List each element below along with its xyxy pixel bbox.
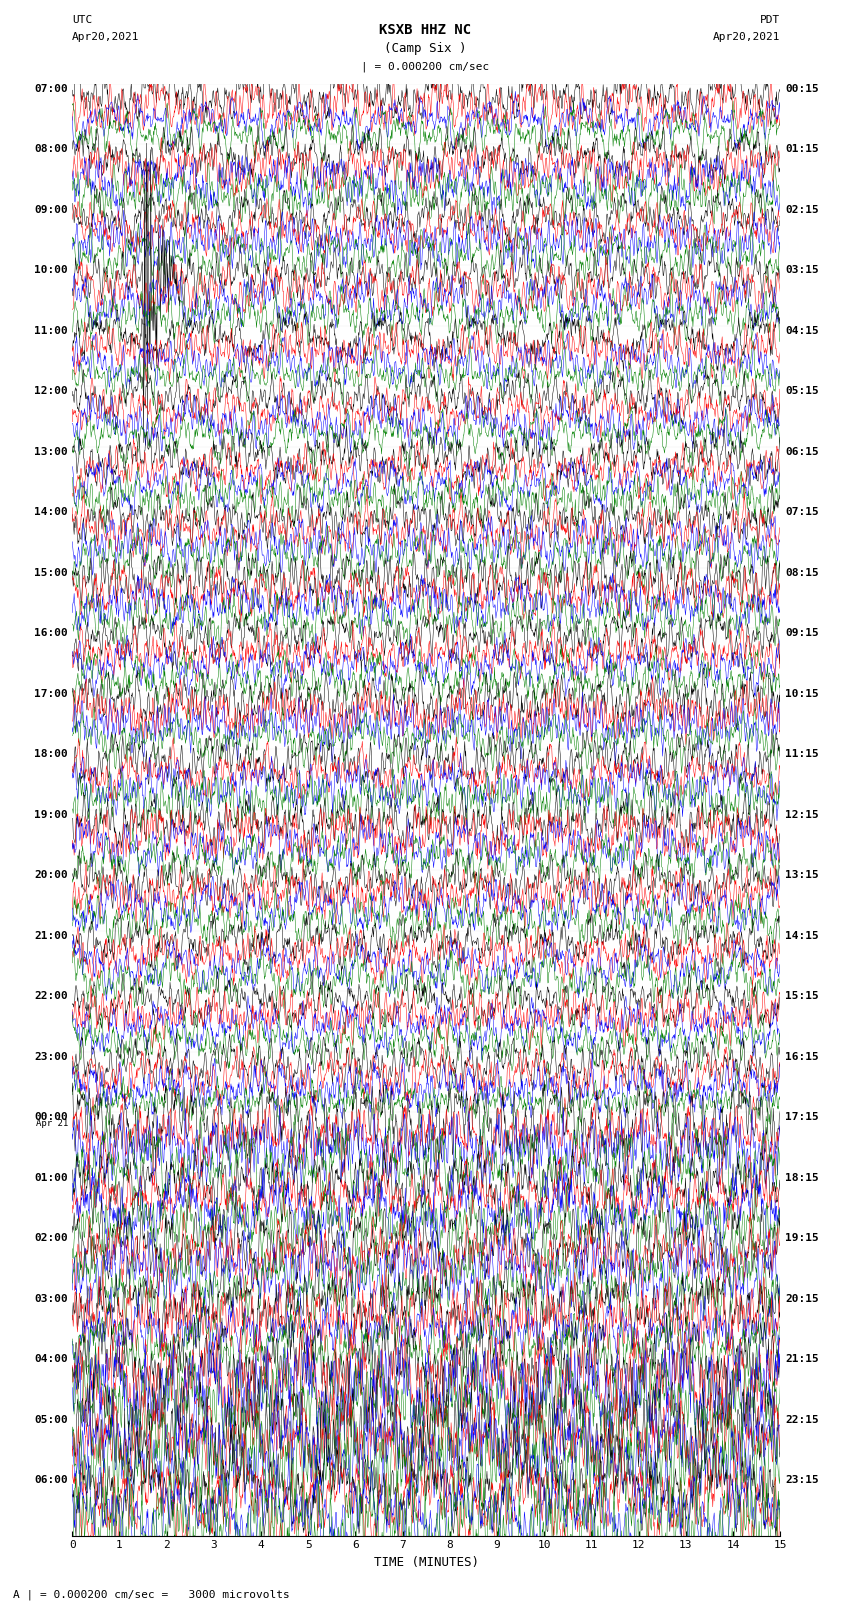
Text: 18:00: 18:00 [34, 748, 68, 760]
Text: Apr20,2021: Apr20,2021 [713, 32, 780, 42]
Text: 11:15: 11:15 [785, 748, 819, 760]
Text: 05:00: 05:00 [34, 1415, 68, 1424]
Text: 00:00: 00:00 [34, 1113, 68, 1123]
Text: 16:15: 16:15 [785, 1052, 819, 1061]
Text: 17:15: 17:15 [785, 1113, 819, 1123]
Text: 14:15: 14:15 [785, 931, 819, 940]
Text: 23:00: 23:00 [34, 1052, 68, 1061]
Text: UTC: UTC [72, 15, 93, 24]
Text: 03:00: 03:00 [34, 1294, 68, 1303]
Text: A | = 0.000200 cm/sec =   3000 microvolts: A | = 0.000200 cm/sec = 3000 microvolts [13, 1589, 290, 1600]
Text: 17:00: 17:00 [34, 689, 68, 698]
Text: PDT: PDT [760, 15, 780, 24]
Text: 05:15: 05:15 [785, 387, 819, 397]
Text: 04:15: 04:15 [785, 326, 819, 336]
Text: 12:15: 12:15 [785, 810, 819, 819]
Text: 02:00: 02:00 [34, 1232, 68, 1244]
Text: 06:00: 06:00 [34, 1474, 68, 1486]
Text: 01:15: 01:15 [785, 145, 819, 155]
Text: 08:15: 08:15 [785, 568, 819, 577]
X-axis label: TIME (MINUTES): TIME (MINUTES) [374, 1557, 479, 1569]
Text: 18:15: 18:15 [785, 1173, 819, 1182]
Text: 22:15: 22:15 [785, 1415, 819, 1424]
Text: 08:00: 08:00 [34, 145, 68, 155]
Text: 09:00: 09:00 [34, 205, 68, 215]
Text: 00:15: 00:15 [785, 84, 819, 94]
Text: 07:15: 07:15 [785, 508, 819, 518]
Text: 01:00: 01:00 [34, 1173, 68, 1182]
Text: 21:15: 21:15 [785, 1355, 819, 1365]
Text: 16:00: 16:00 [34, 627, 68, 639]
Text: Apr20,2021: Apr20,2021 [72, 32, 139, 42]
Text: 19:00: 19:00 [34, 810, 68, 819]
Text: KSXB HHZ NC: KSXB HHZ NC [379, 23, 471, 37]
Text: 04:00: 04:00 [34, 1355, 68, 1365]
Text: 13:15: 13:15 [785, 871, 819, 881]
Text: (Camp Six ): (Camp Six ) [383, 42, 467, 55]
Text: Apr 21: Apr 21 [36, 1119, 68, 1127]
Text: 10:15: 10:15 [785, 689, 819, 698]
Text: 10:00: 10:00 [34, 266, 68, 276]
Text: 13:00: 13:00 [34, 447, 68, 456]
Text: 12:00: 12:00 [34, 387, 68, 397]
Text: 14:00: 14:00 [34, 508, 68, 518]
Text: 20:15: 20:15 [785, 1294, 819, 1303]
Text: 02:15: 02:15 [785, 205, 819, 215]
Text: 23:15: 23:15 [785, 1474, 819, 1486]
Text: 07:00: 07:00 [34, 84, 68, 94]
Text: | = 0.000200 cm/sec: | = 0.000200 cm/sec [361, 61, 489, 73]
Text: 03:15: 03:15 [785, 266, 819, 276]
Text: 15:00: 15:00 [34, 568, 68, 577]
Text: 06:15: 06:15 [785, 447, 819, 456]
Text: 09:15: 09:15 [785, 627, 819, 639]
Text: 22:00: 22:00 [34, 990, 68, 1002]
Text: 19:15: 19:15 [785, 1232, 819, 1244]
Text: 20:00: 20:00 [34, 871, 68, 881]
Text: 15:15: 15:15 [785, 990, 819, 1002]
Text: 21:00: 21:00 [34, 931, 68, 940]
Text: 11:00: 11:00 [34, 326, 68, 336]
